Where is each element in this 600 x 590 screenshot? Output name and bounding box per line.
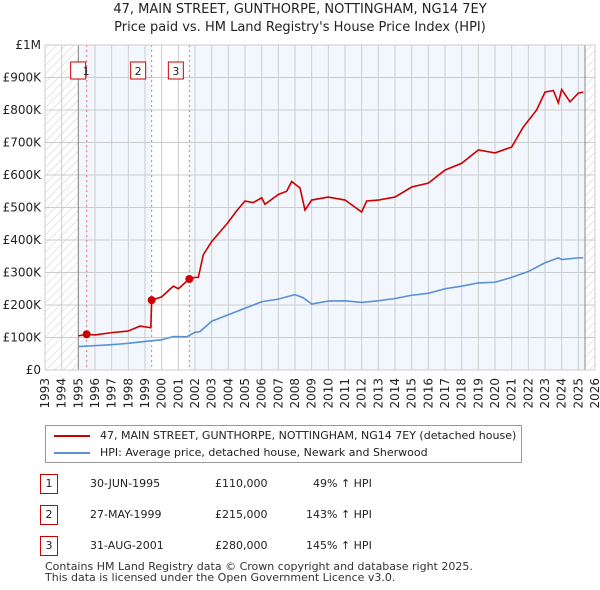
sale-date: 31-AUG-2001 bbox=[90, 539, 164, 552]
x-tick-label: 2009 bbox=[305, 378, 319, 409]
y-tick-label: £500K bbox=[3, 201, 43, 215]
x-tick-label: 2013 bbox=[371, 378, 385, 409]
x-tick-label: 2011 bbox=[338, 378, 352, 409]
x-tick-label: 2026 bbox=[588, 378, 600, 409]
sale-point bbox=[185, 275, 194, 283]
y-tick-label: £300K bbox=[3, 266, 43, 280]
sale-label-box bbox=[130, 61, 147, 80]
sale-row: 2 27-MAY-1999 £215,000 143% ↑ HPI bbox=[0, 505, 600, 525]
x-tick-label: 2019 bbox=[471, 378, 485, 409]
x-tick-label: 2024 bbox=[555, 378, 569, 409]
x-tick-label: 1994 bbox=[55, 378, 69, 409]
x-tick-label: 2001 bbox=[171, 378, 185, 409]
footer-line-1: Contains HM Land Registry data © Crown c… bbox=[45, 560, 473, 573]
x-tick-label: 1997 bbox=[105, 378, 119, 409]
x-tick-label: 2007 bbox=[271, 378, 285, 409]
x-tick-label: 2012 bbox=[355, 378, 369, 409]
y-tick-label: £200K bbox=[3, 298, 43, 312]
x-tick-label: 2021 bbox=[505, 378, 519, 409]
chart-title: 47, MAIN STREET, GUNTHORPE, NOTTINGHAM, … bbox=[113, 2, 487, 17]
x-tick-label: 1996 bbox=[88, 378, 102, 409]
legend-label-hpi: HPI: Average price, detached house, Newa… bbox=[100, 446, 428, 459]
sale-price: £110,000 bbox=[215, 477, 268, 490]
sale-point bbox=[82, 330, 91, 339]
x-tick-label: 1993 bbox=[38, 378, 52, 409]
x-tick-label: 2006 bbox=[255, 378, 269, 409]
sale-number: 1 bbox=[40, 474, 58, 494]
legend-swatch-property bbox=[54, 434, 90, 437]
sale-label: 1 bbox=[83, 65, 90, 78]
sale-hpi-change: 49% ↑ HPI bbox=[313, 477, 372, 490]
series-line bbox=[78, 87, 584, 337]
series-line bbox=[78, 257, 584, 348]
x-tick-label: 2015 bbox=[405, 378, 419, 409]
x-tick-label: 2023 bbox=[538, 378, 552, 409]
y-tick-label: £900K bbox=[3, 71, 43, 85]
x-tick-label: 2022 bbox=[521, 378, 535, 409]
sale-date: 27-MAY-1999 bbox=[90, 508, 162, 521]
sale-row: 3 31-AUG-2001 £280,000 145% ↑ HPI bbox=[0, 536, 600, 556]
legend: 47, MAIN STREET, GUNTHORPE, NOTTINGHAM, … bbox=[45, 425, 522, 463]
sale-label: 2 bbox=[135, 65, 142, 78]
x-tick-label: 2002 bbox=[188, 378, 202, 409]
x-tick-label: 1999 bbox=[138, 378, 152, 409]
x-tick-label: 2020 bbox=[488, 378, 502, 409]
x-tick-label: 2003 bbox=[205, 378, 219, 409]
sale-label-box bbox=[167, 61, 184, 80]
sale-label-box bbox=[70, 61, 87, 80]
line-chart: 1993 1994 1995 1996 1997 1998 1999 2000 2001 2002… bbox=[3, 38, 600, 409]
y-tick-label: £700K bbox=[3, 136, 43, 150]
y-tick-label: £1M bbox=[15, 38, 41, 52]
y-tick-label: £0 bbox=[26, 363, 41, 377]
x-tick-label: 2025 bbox=[571, 378, 585, 409]
legend-label-property: 47, MAIN STREET, GUNTHORPE, NOTTINGHAM, … bbox=[100, 429, 517, 442]
x-tick-label: 2014 bbox=[388, 378, 402, 409]
x-tick-label: 2016 bbox=[421, 378, 435, 409]
sale-number: 3 bbox=[40, 536, 58, 556]
y-tick-label: £100K bbox=[3, 331, 43, 345]
plot-border bbox=[44, 44, 596, 371]
x-tick-label: 2008 bbox=[288, 378, 302, 409]
y-tick-label: £400K bbox=[3, 233, 43, 247]
x-tick-label: 2000 bbox=[155, 378, 169, 409]
sale-label: 3 bbox=[172, 65, 179, 78]
y-tick-label: £600K bbox=[3, 168, 43, 182]
sale-price: £215,000 bbox=[215, 508, 268, 521]
footer-line-2: This data is licensed under the Open Gov… bbox=[45, 571, 396, 584]
sale-row: 1 30-JUN-1995 £110,000 49% ↑ HPI bbox=[0, 474, 600, 494]
sale-point bbox=[147, 296, 156, 305]
x-tick-label: 2005 bbox=[238, 378, 252, 409]
sale-price: £280,000 bbox=[215, 539, 268, 552]
y-tick-label: £800K bbox=[3, 103, 43, 117]
legend-swatch-hpi bbox=[54, 451, 90, 454]
chart-subtitle: Price paid vs. HM Land Registry's House … bbox=[114, 20, 486, 35]
x-tick-label: 2010 bbox=[321, 378, 335, 409]
sale-hpi-change: 143% ↑ HPI bbox=[306, 508, 372, 521]
sale-number: 2 bbox=[40, 505, 58, 525]
x-tick-label: 1995 bbox=[71, 378, 85, 409]
x-tick-label: 2018 bbox=[455, 378, 469, 409]
sale-date: 30-JUN-1995 bbox=[90, 477, 161, 490]
x-tick-label: 2017 bbox=[438, 378, 452, 409]
x-tick-label: 1998 bbox=[121, 378, 135, 409]
sale-hpi-change: 145% ↑ HPI bbox=[306, 539, 372, 552]
x-tick-label: 2004 bbox=[221, 378, 235, 409]
